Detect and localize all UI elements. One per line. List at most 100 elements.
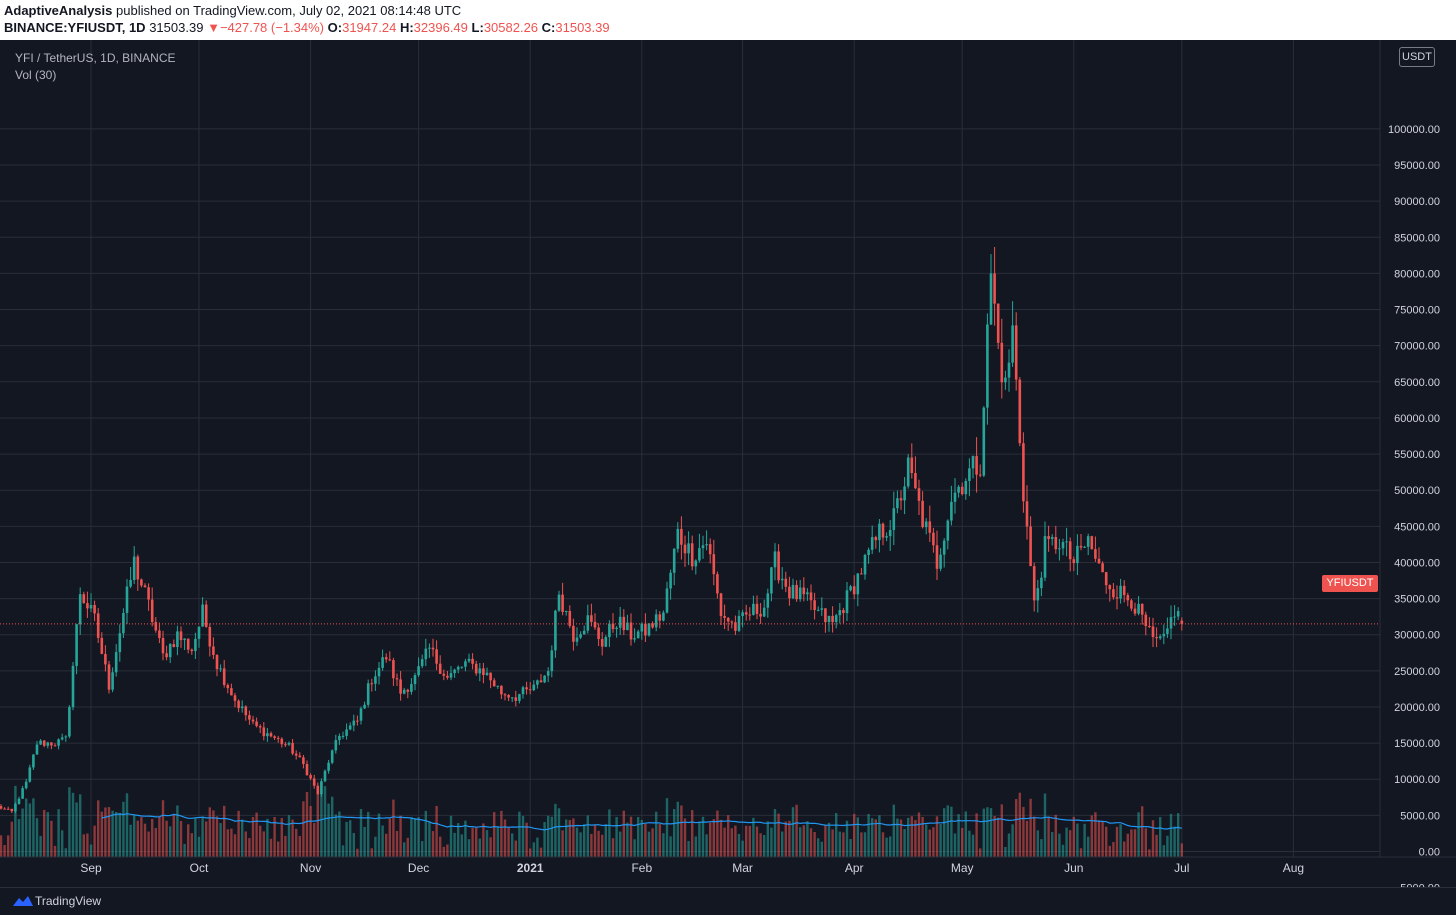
volume-bar bbox=[536, 837, 539, 857]
candle-body bbox=[730, 621, 734, 623]
volume-bar bbox=[143, 823, 147, 857]
time-axis[interactable]: Sep Oct Nov Dec 2021 Feb Mar Apr May Jun Jul Aug bbox=[80, 861, 1304, 875]
volume-bar bbox=[392, 799, 395, 857]
candle-body bbox=[467, 658, 471, 662]
volume-bar bbox=[619, 831, 622, 857]
tradingview-brand[interactable]: TradingView bbox=[35, 894, 102, 908]
candle-body bbox=[500, 685, 503, 695]
price-tick-label: 40000.00 bbox=[1394, 557, 1440, 569]
candle-body bbox=[507, 694, 510, 698]
volume-bar bbox=[575, 827, 579, 857]
candle-body bbox=[219, 668, 222, 670]
candle-body bbox=[456, 666, 460, 670]
volume-bar bbox=[172, 814, 175, 857]
volume-bar bbox=[424, 810, 427, 857]
series-legend[interactable]: YFI / TetherUS, 1D, BINANCE bbox=[15, 51, 176, 65]
candle-body bbox=[784, 578, 788, 587]
candle-body bbox=[417, 666, 420, 676]
volume-bar bbox=[295, 828, 298, 857]
volume-bar bbox=[341, 845, 345, 857]
volume-bar bbox=[280, 818, 283, 857]
volume-bar bbox=[914, 820, 917, 857]
volume-bar bbox=[1180, 843, 1183, 857]
volume-bar bbox=[777, 813, 780, 857]
candle-body bbox=[633, 638, 636, 640]
candle-body bbox=[1065, 541, 1068, 543]
volume-bar bbox=[356, 848, 359, 857]
volume-bar bbox=[835, 812, 838, 857]
candle-body bbox=[572, 625, 575, 642]
time-tick-label: Aug bbox=[1283, 861, 1304, 875]
volume-bar bbox=[813, 832, 816, 857]
candle-body bbox=[712, 554, 716, 575]
candle-body bbox=[1083, 546, 1086, 548]
tradingview-logo-icon[interactable] bbox=[12, 894, 34, 908]
volume-bar bbox=[464, 820, 467, 857]
candle-body bbox=[690, 543, 694, 567]
currency-button[interactable]: USDT bbox=[1399, 47, 1435, 67]
candle-body bbox=[1032, 566, 1036, 601]
candle-body bbox=[1166, 628, 1169, 634]
candle-body bbox=[1137, 603, 1140, 614]
volume-bar bbox=[601, 834, 604, 857]
candle-body bbox=[330, 750, 334, 763]
candle-body bbox=[334, 740, 338, 751]
volume-bar bbox=[867, 813, 870, 857]
candle-body bbox=[50, 742, 53, 746]
volume-bar bbox=[824, 824, 827, 857]
candle-body bbox=[615, 627, 618, 630]
candle-body bbox=[420, 659, 424, 667]
volume-bar bbox=[93, 825, 96, 857]
volume-bar bbox=[716, 810, 719, 857]
author-name[interactable]: AdaptiveAnalysis bbox=[4, 3, 113, 18]
volume-bar bbox=[302, 801, 305, 857]
candle-body bbox=[24, 781, 28, 789]
price-axis[interactable]: 100000.00 95000.00 90000.00 85000.00 80000.0… bbox=[1388, 124, 1440, 887]
price-tick-label: 15000.00 bbox=[1394, 738, 1440, 750]
volume-bar bbox=[705, 834, 708, 857]
candle-body bbox=[766, 593, 770, 608]
volume-legend[interactable]: Vol (30) bbox=[15, 68, 57, 82]
open-value: 31947.24 bbox=[342, 20, 397, 35]
volume-bar bbox=[25, 798, 28, 857]
candle-body bbox=[960, 486, 964, 495]
price-chart[interactable]: 100000.00 95000.00 90000.00 85000.00 80000.0… bbox=[0, 40, 1456, 887]
volume-bar bbox=[629, 816, 633, 857]
candle-body bbox=[384, 657, 388, 660]
time-tick-label: Jul bbox=[1174, 861, 1189, 875]
volume-bar bbox=[662, 833, 665, 857]
volume-bar bbox=[1051, 832, 1054, 857]
candle-body bbox=[294, 753, 298, 756]
volume-bar bbox=[860, 832, 863, 857]
volume-bar bbox=[885, 837, 888, 857]
candle-body bbox=[446, 675, 449, 678]
volume-bar bbox=[971, 834, 975, 857]
volume-bar bbox=[187, 824, 190, 857]
volume-bar bbox=[784, 821, 787, 857]
price-tick-label: 90000.00 bbox=[1394, 196, 1440, 208]
candle-body bbox=[996, 303, 1000, 343]
candle-body bbox=[1025, 501, 1029, 527]
volume-bar bbox=[529, 848, 532, 857]
volume-bar bbox=[107, 807, 111, 857]
candle-body bbox=[878, 523, 881, 541]
candle-body bbox=[824, 608, 827, 623]
candle-body bbox=[370, 683, 374, 685]
volume-bar bbox=[507, 826, 510, 857]
candle-body bbox=[255, 721, 258, 727]
volume-bar bbox=[323, 786, 327, 857]
candle-body bbox=[89, 605, 93, 609]
publish-header: AdaptiveAnalysis published on TradingVie… bbox=[0, 0, 1456, 40]
volume-bar bbox=[853, 813, 856, 857]
volume-bar bbox=[597, 830, 600, 857]
time-tick-label: Mar bbox=[732, 861, 753, 875]
candle-body bbox=[485, 672, 489, 675]
candle-body bbox=[1144, 614, 1148, 626]
candle-body bbox=[946, 520, 950, 541]
candle-body bbox=[928, 521, 932, 533]
candle-body bbox=[1011, 325, 1014, 363]
candle-body bbox=[568, 610, 572, 626]
volume-bar bbox=[982, 808, 985, 857]
volume-bar bbox=[827, 822, 831, 857]
candle-body bbox=[96, 613, 100, 638]
